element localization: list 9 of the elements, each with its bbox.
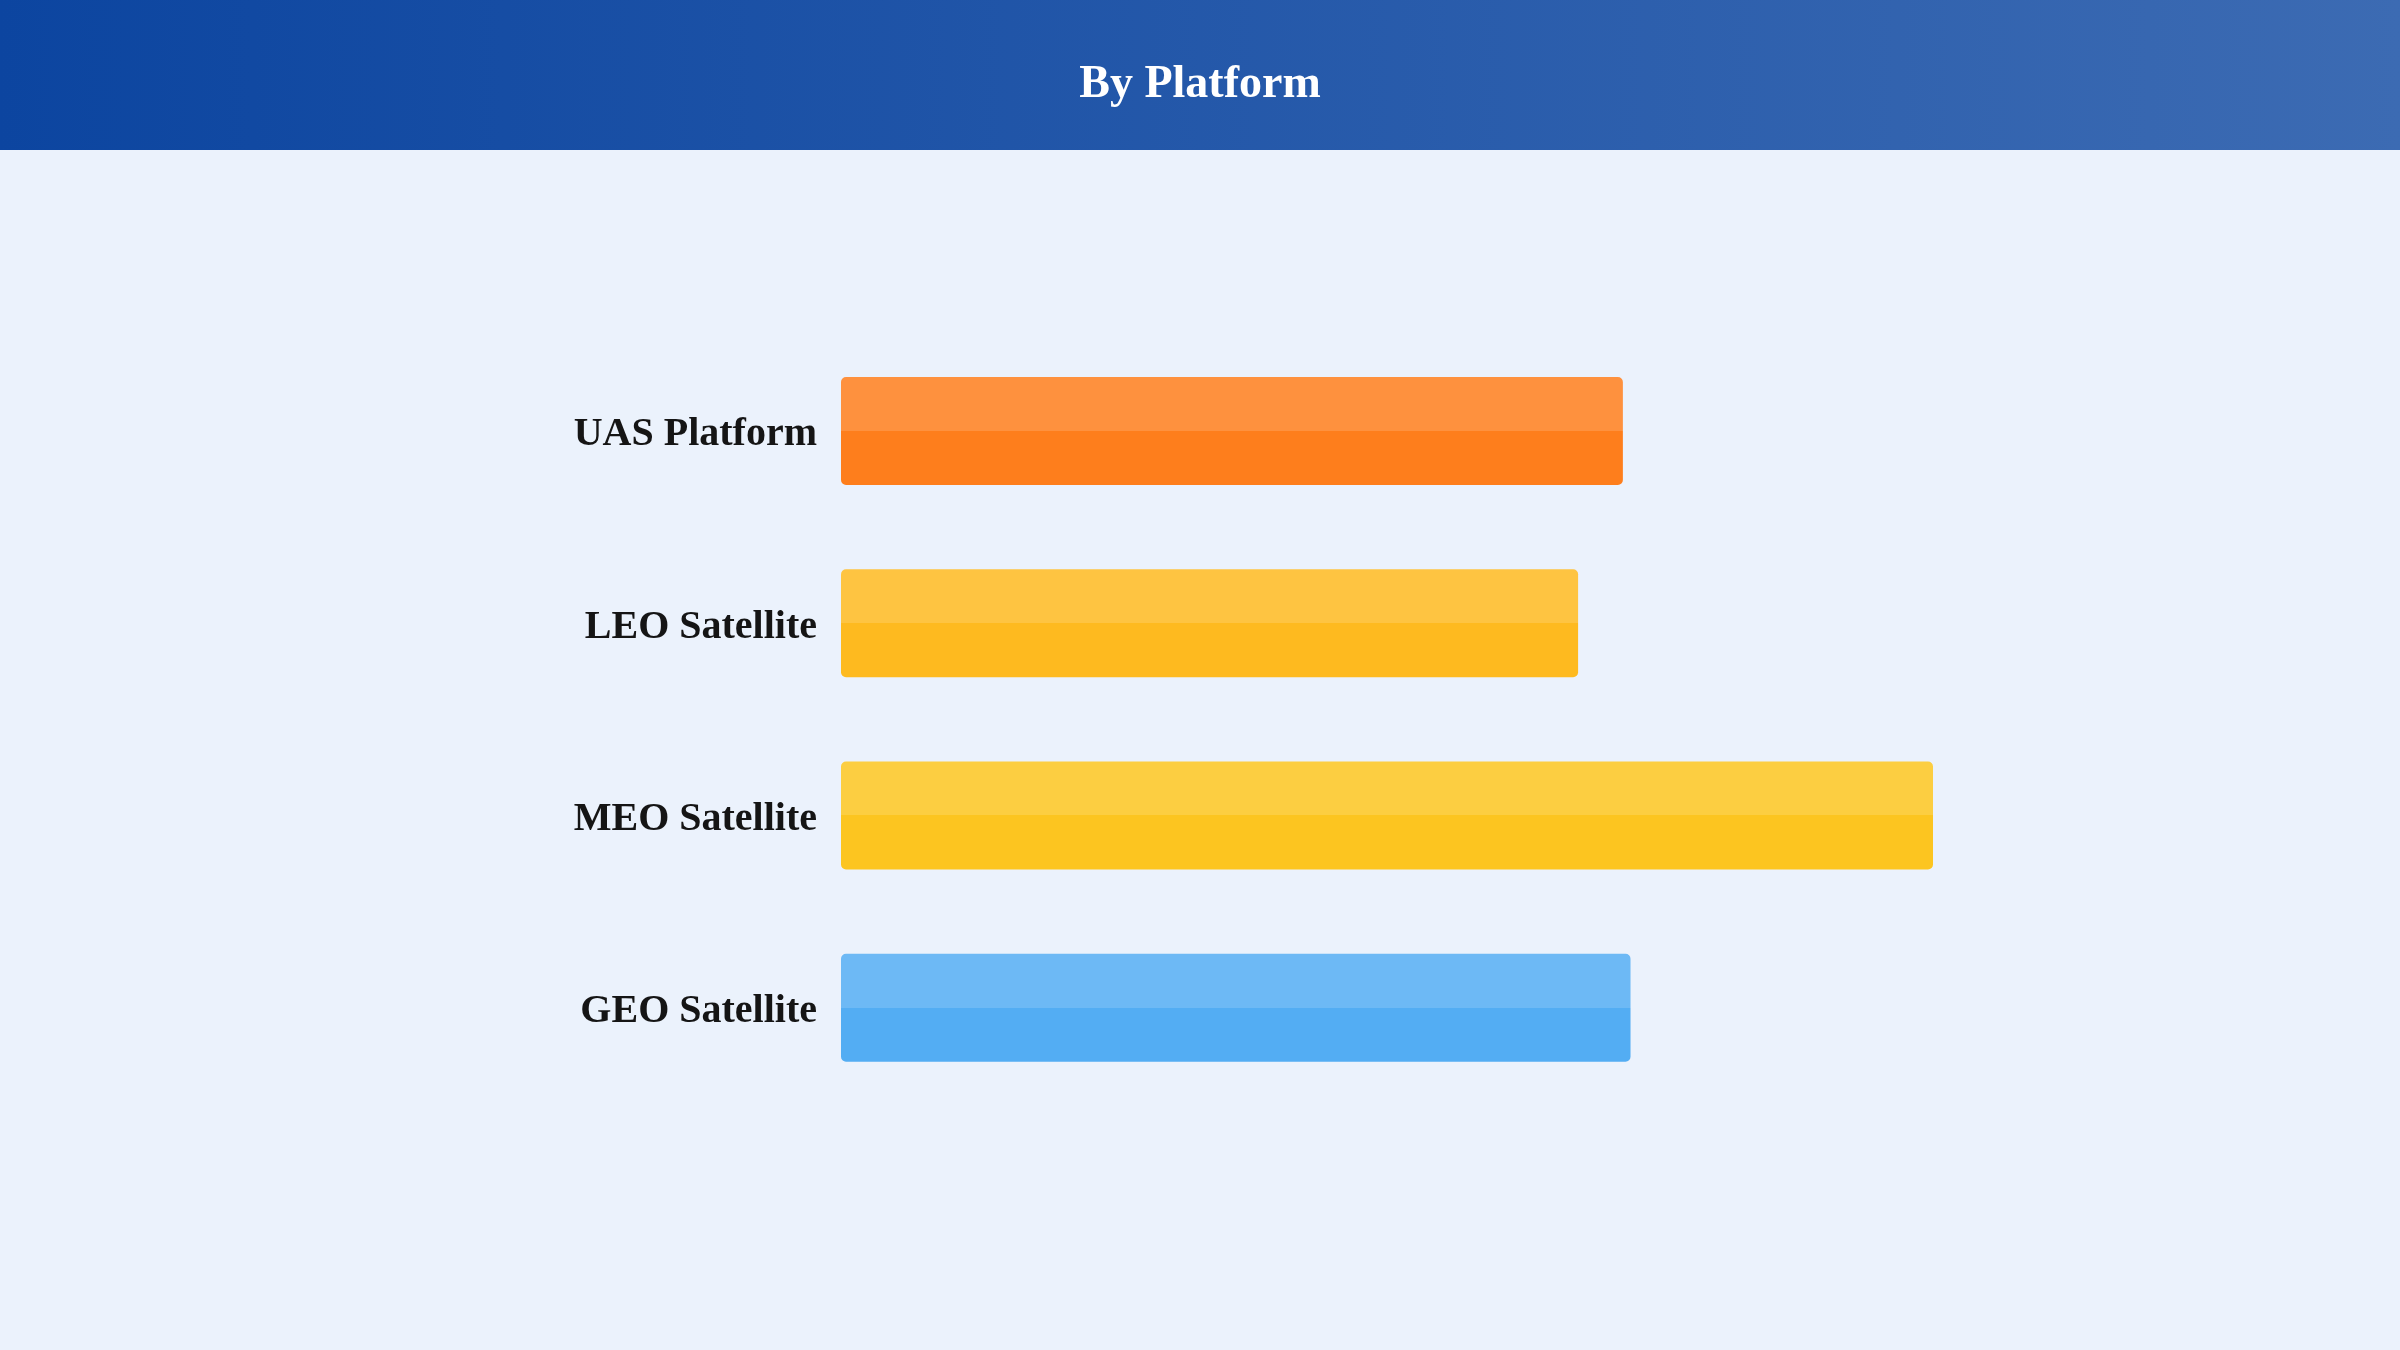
bar <box>841 761 1933 870</box>
bar <box>841 569 1579 678</box>
bar <box>841 953 1631 1062</box>
y-tick-label: GEO Satellite <box>580 986 817 1032</box>
bar <box>841 377 1623 485</box>
chart-title: By Platform <box>1079 54 1321 108</box>
y-tick-label: LEO Satellite <box>584 601 817 647</box>
y-tick-label: MEO Satellite <box>573 793 817 839</box>
y-tick-label: UAS Platform <box>573 409 817 455</box>
